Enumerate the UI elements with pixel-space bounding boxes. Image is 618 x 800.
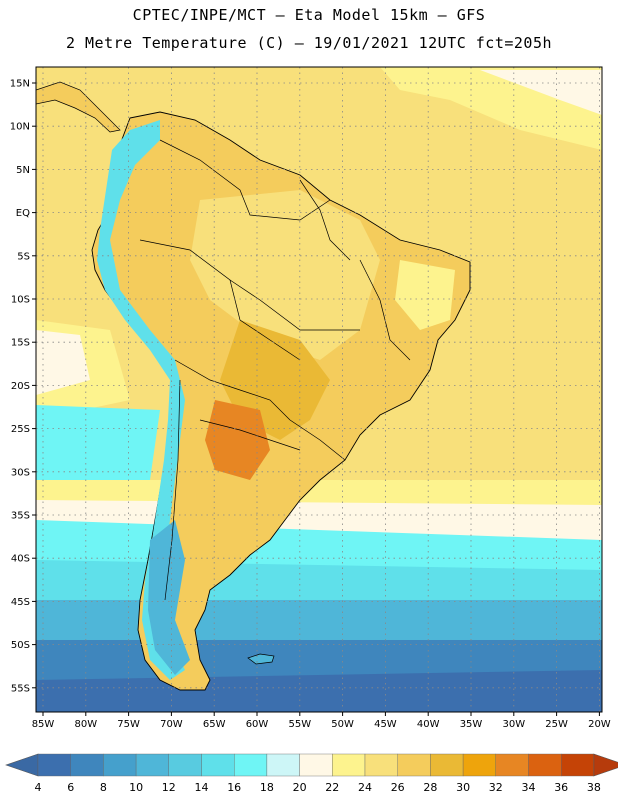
colorbar-swatch [70,753,104,777]
lat-label: 35S [11,511,30,522]
lon-label: 35W [460,719,483,730]
colorbar-swatch [299,753,333,777]
lat-label: 10S [11,295,30,306]
colorbar-swatch [495,753,529,777]
lat-label: 10N [10,122,30,133]
colorbar-tick: 12 [162,781,176,794]
colorbar-tick: 34 [522,781,536,794]
lat-label: 55S [11,683,30,694]
colorbar-tick: 28 [423,781,437,794]
temperature-map: 15N 10N 5N EQ 5S 10S 15S 20S 25S 30S 35S 40S 45S 50S 5… [10,66,611,730]
temperature-colorbar: 4 6 8 10 12 14 16 18 20 22 24 26 28 30 32 34 36 38 [5,753,618,794]
lat-label: EQ [16,208,30,219]
hot-spot-argentina [205,400,270,480]
amazon-region [190,190,380,360]
colorbar-tick: 6 [67,781,74,794]
colorbar-swatch [364,753,398,777]
colorbar-tick: 30 [456,781,470,794]
colorbar-swatch [561,753,595,777]
lat-label: 5S [17,251,30,262]
lon-label: 30W [502,719,525,730]
lon-label: 60W [246,719,269,730]
pacific-cool-band-2 [36,330,90,395]
lon-label: 65W [203,719,226,730]
lat-label: 45S [11,597,30,608]
colorbar-swatch [168,753,202,777]
lat-label: 30S [11,467,30,478]
colorbar-swatch [397,753,431,777]
colorbar-tick: 24 [358,781,372,794]
colorbar-tick: 18 [260,781,274,794]
falkland-islands [247,653,275,665]
colorbar-swatch [266,753,300,777]
lon-label: 20W [588,719,611,730]
colorbar-high-arrow [593,753,618,777]
ocean-cool-patch [480,70,602,115]
lon-label: 40W [417,719,440,730]
central-america [36,81,121,133]
lat-label: 15N [10,79,30,90]
pacific-cold-band [36,405,160,485]
map-frame [35,66,603,713]
colorbar-tick: 38 [587,781,601,794]
colorbar-swatch [37,753,71,777]
colorbar-swatch [528,753,562,777]
colorbar-tick: 20 [293,781,307,794]
lat-label: 50S [11,640,30,651]
lon-label: 70W [160,719,183,730]
country-borders [139,139,411,601]
lon-label: 85W [32,719,55,730]
lat-label: 25S [11,424,30,435]
lat-lon-grid [36,67,602,712]
colorbar-tick: 16 [227,781,241,794]
patagonia-cold [148,520,190,675]
colorbar-tick: 8 [100,781,107,794]
colorbar-swatch [233,753,268,777]
northeast-brazil [395,260,455,330]
colorbar-swatch [462,753,497,777]
colorbar-swatch [103,753,137,777]
lon-label: 50W [331,719,354,730]
colorbar-tick: 22 [325,781,339,794]
colorbar-tick: 26 [391,781,405,794]
lat-label: 5N [16,165,30,176]
lon-label: 80W [74,719,97,730]
colorbar-tick: 32 [489,781,503,794]
colorbar-tick: 36 [554,781,568,794]
colorbar-tick-labels: 4 6 8 10 12 14 16 18 20 22 24 26 28 30 32 34 36 38 [35,781,601,794]
lon-label: 45W [374,719,397,730]
lat-label: 20S [11,381,30,392]
colorbar-swatch [430,753,464,777]
map-title-line1: CPTEC/INPE/MCT – Eta Model 15km – GFS [132,6,486,24]
lon-label: 75W [117,719,140,730]
latitude-labels: 15N 10N 5N EQ 5S 10S 15S 20S 25S 30S 35S 40S 45S 50S 5… [10,79,36,694]
colorbar-swatch [135,753,170,777]
lat-label: 15S [11,338,30,349]
lon-label: 25W [545,719,568,730]
colorbar-tick: 10 [129,781,143,794]
colorbar-swatch [332,753,366,777]
colorbar-swatch [201,753,235,777]
longitude-labels: 85W 80W 75W 70W 65W 60W 55W 50W 45W 40W 35W 30W 25W 2… [32,712,611,730]
colorbar-low-arrow [5,753,39,777]
colorbar-tick: 4 [35,781,42,794]
map-title-line2: 2 Metre Temperature (C) – 19/01/2021 12U… [65,34,553,52]
colorbar-tick: 14 [195,781,209,794]
lon-label: 55W [288,719,311,730]
lat-label: 40S [11,554,30,565]
